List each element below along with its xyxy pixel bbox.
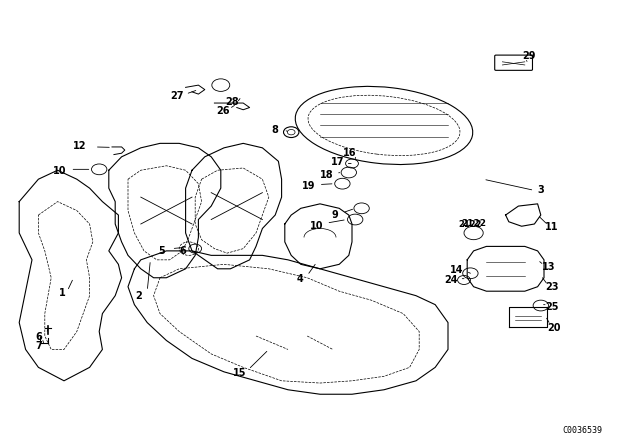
Text: 29: 29 (522, 52, 536, 61)
Text: 2122: 2122 (461, 219, 486, 228)
Text: 20: 20 (547, 323, 561, 333)
Text: C0036539: C0036539 (563, 426, 602, 435)
Text: 24: 24 (444, 275, 458, 285)
Text: 4: 4 (296, 274, 303, 284)
Text: 3: 3 (538, 185, 544, 195)
Text: 27: 27 (170, 91, 184, 101)
Text: 15: 15 (232, 368, 246, 378)
Text: 1: 1 (60, 289, 66, 298)
Text: 14: 14 (450, 265, 464, 275)
Text: 16: 16 (343, 148, 357, 158)
Text: 28: 28 (225, 97, 239, 107)
Text: 12: 12 (73, 141, 87, 151)
Text: 2: 2 (135, 291, 141, 301)
Text: 9: 9 (332, 210, 338, 220)
Text: 26: 26 (216, 106, 230, 116)
Text: 6: 6 (179, 246, 186, 256)
Text: 10: 10 (310, 221, 324, 231)
Text: 7: 7 (35, 341, 42, 351)
Text: 18: 18 (319, 170, 333, 180)
Text: 6: 6 (35, 332, 42, 342)
Text: 5: 5 (159, 246, 165, 256)
Text: 10: 10 (52, 166, 67, 176)
Text: 2122: 2122 (459, 220, 482, 228)
Text: 17: 17 (330, 157, 344, 167)
Text: 13: 13 (542, 262, 556, 272)
Text: 23: 23 (545, 282, 559, 292)
Text: 19: 19 (302, 181, 316, 191)
Text: 8: 8 (272, 125, 278, 135)
Text: 25: 25 (545, 302, 559, 312)
Text: 11: 11 (545, 222, 559, 232)
